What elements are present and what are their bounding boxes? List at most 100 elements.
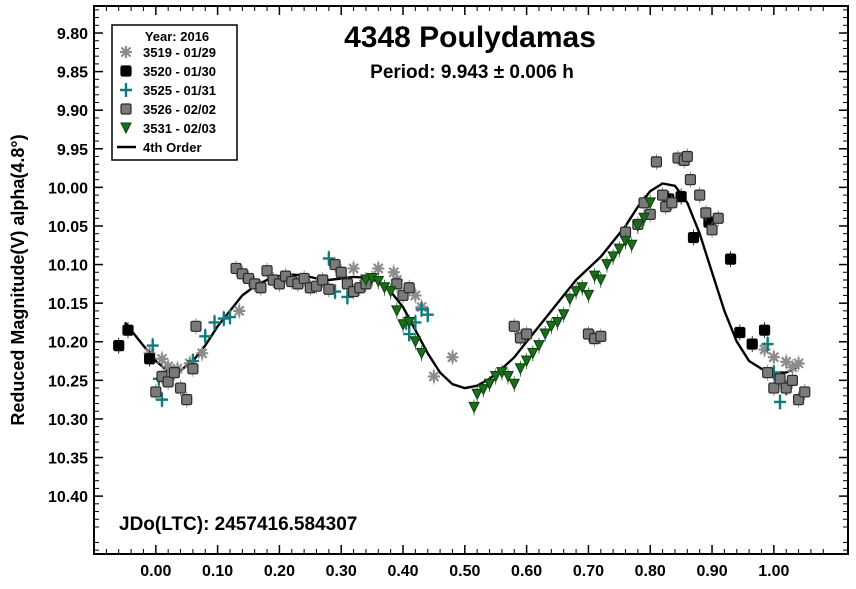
- data-point: [261, 265, 273, 277]
- series-group-4: [360, 194, 657, 416]
- data-point: [391, 305, 403, 317]
- data-point: [520, 355, 533, 368]
- fit-curve-layer: [123, 182, 800, 390]
- data-point: [508, 378, 521, 391]
- data-point: [471, 388, 483, 401]
- data-point: [255, 282, 267, 294]
- x-tick-label: 0.00: [140, 563, 171, 580]
- data-point: [397, 319, 409, 331]
- data-point: [144, 353, 156, 365]
- data-point: [706, 224, 718, 236]
- data-point: [539, 328, 551, 341]
- data-point: [786, 361, 799, 374]
- data-point: [162, 376, 174, 388]
- y-tick-label: 10.10: [48, 258, 88, 275]
- y-tick-label: 9.90: [57, 103, 88, 120]
- data-point: [774, 373, 786, 385]
- data-point: [595, 330, 607, 342]
- data-point: [187, 363, 199, 375]
- legend-marker: [120, 103, 132, 115]
- data-point: [684, 174, 697, 186]
- data-point: [521, 328, 533, 340]
- data-point: [387, 266, 400, 279]
- data-point: [146, 338, 159, 353]
- y-tick-label: 10.15: [48, 296, 88, 313]
- data-point: [601, 259, 613, 271]
- x-tick-label: 0.20: [264, 563, 295, 580]
- data-point: [607, 251, 619, 263]
- legend-marker: [120, 83, 132, 97]
- data-point: [298, 272, 310, 285]
- x-tick-label: 0.80: [635, 563, 666, 580]
- y-axis-label: Reduced Magnitude(V) alpha(4.8°): [8, 134, 28, 425]
- data-point: [155, 392, 168, 407]
- data-point: [208, 315, 221, 330]
- x-tick-label: 0.90: [696, 563, 727, 580]
- legend-entry-label: 4th Order: [143, 140, 202, 155]
- data-point: [767, 351, 780, 364]
- data-point: [712, 212, 724, 224]
- data-points-layer: [113, 148, 811, 416]
- data-point: [403, 316, 416, 329]
- data-point: [533, 340, 545, 352]
- data-point: [384, 286, 397, 298]
- legend-entry-label: 3525 - 01/31: [143, 83, 216, 98]
- series-group-1: [113, 188, 771, 367]
- data-point: [322, 251, 335, 266]
- x-tick-label: 0.50: [449, 563, 480, 580]
- data-point: [113, 340, 125, 352]
- data-point: [656, 189, 669, 201]
- y-tick-label: 10.30: [48, 412, 88, 429]
- data-point: [415, 347, 428, 360]
- data-point: [625, 239, 638, 252]
- data-point: [551, 316, 564, 329]
- y-tick-label: 9.95: [57, 142, 88, 159]
- data-point: [409, 289, 422, 302]
- data-point: [489, 370, 502, 383]
- data-point: [477, 384, 490, 396]
- data-point: [514, 363, 527, 375]
- data-point: [638, 212, 650, 225]
- data-point: [415, 302, 428, 317]
- data-point: [233, 304, 246, 317]
- data-point: [174, 382, 187, 394]
- chart-subtitle: Period: 9.943 ± 0.006 h: [370, 62, 574, 83]
- legend-marker: [120, 46, 132, 58]
- data-point: [427, 370, 440, 383]
- legend-entry-label: 3526 - 02/02: [143, 102, 216, 117]
- data-point: [468, 401, 480, 414]
- legend-marker: [120, 65, 132, 77]
- data-point: [792, 357, 805, 370]
- data-point: [168, 367, 180, 379]
- data-point: [687, 231, 700, 244]
- chart-title: 4348 Poulydamas: [344, 21, 596, 54]
- data-point: [564, 293, 576, 306]
- y-tick-label: 10.35: [48, 451, 88, 468]
- data-point: [675, 191, 687, 203]
- data-point: [372, 276, 385, 288]
- data-point: [545, 320, 558, 333]
- data-point: [613, 243, 626, 256]
- data-point: [582, 289, 595, 302]
- data-point: [217, 311, 230, 326]
- legend: Year: 2016 3519 - 01/29 3520 - 01/30 3525 …: [111, 24, 238, 161]
- epoch-annotation: JDo(LTC): 2457416.584307: [119, 514, 357, 535]
- data-point: [196, 347, 209, 360]
- data-point: [335, 266, 347, 278]
- y-tick-label: 10.05: [48, 219, 88, 236]
- y-tick-label: 10.25: [48, 373, 88, 390]
- y-tick-label: 9.85: [57, 65, 88, 82]
- data-point: [181, 394, 193, 406]
- x-tick-label: 0.70: [573, 563, 604, 580]
- data-point: [323, 283, 335, 295]
- data-point: [780, 355, 793, 368]
- data-point: [223, 310, 236, 325]
- x-tick-label: 0.40: [387, 563, 418, 580]
- legend-entry-label: 3531 - 02/03: [143, 121, 216, 136]
- data-point: [526, 347, 539, 360]
- data-point: [122, 324, 134, 336]
- data-point: [360, 274, 372, 287]
- data-point: [594, 274, 607, 287]
